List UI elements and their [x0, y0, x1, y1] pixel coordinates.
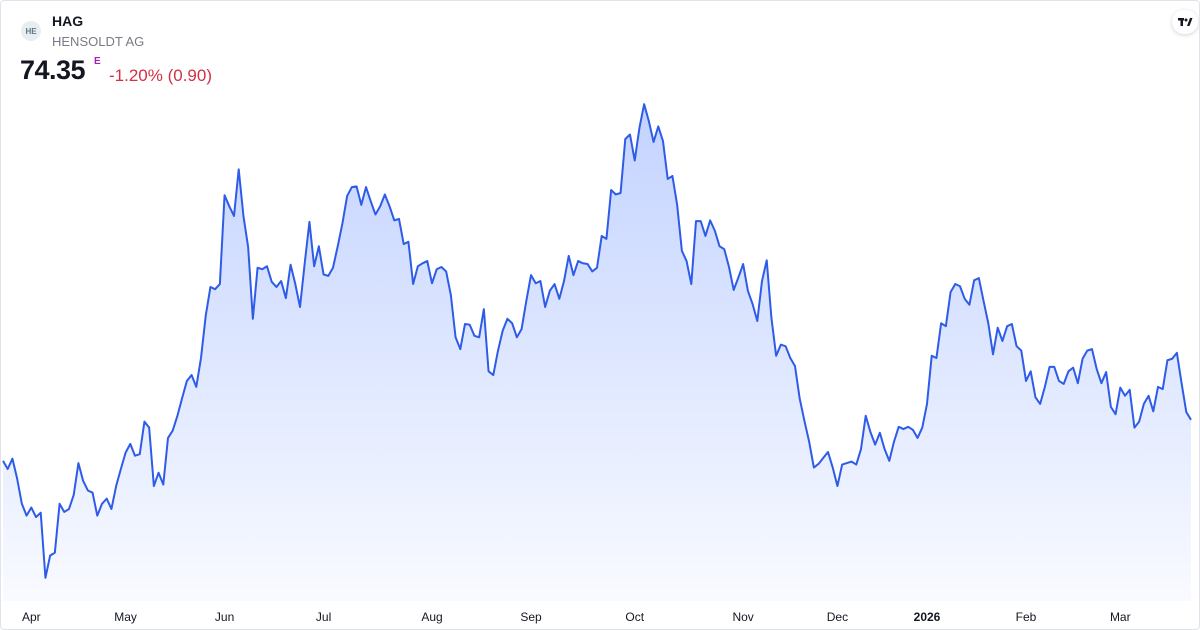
- x-tick-label: Apr: [22, 610, 41, 624]
- x-tick-label: Oct: [625, 610, 644, 624]
- x-tick-label: Dec: [827, 610, 848, 624]
- brand-logo[interactable]: [1172, 10, 1198, 34]
- area-fill: [3, 104, 1191, 601]
- x-tick-label: Aug: [421, 610, 442, 624]
- price: 74.35: [20, 55, 86, 85]
- x-tick-label: Feb: [1016, 610, 1037, 624]
- x-tick-label: Jul: [316, 610, 331, 624]
- price-flag: E: [94, 56, 101, 67]
- x-tick-label: May: [114, 610, 137, 624]
- x-tick-label: Nov: [732, 610, 753, 624]
- x-tick-label: Sep: [520, 610, 542, 624]
- x-tick-label: Mar: [1110, 610, 1131, 624]
- price-line: [2, 103, 1192, 579]
- symbol[interactable]: HAG: [52, 13, 84, 29]
- brand-icon: [1178, 18, 1193, 26]
- company-name: HENSOLDT AG: [52, 34, 145, 49]
- x-tick-label: 2026: [914, 610, 941, 624]
- price-change: -1.20% (0.90): [109, 66, 212, 85]
- x-tick-label: Jun: [215, 610, 234, 624]
- logo: HE: [21, 21, 41, 41]
